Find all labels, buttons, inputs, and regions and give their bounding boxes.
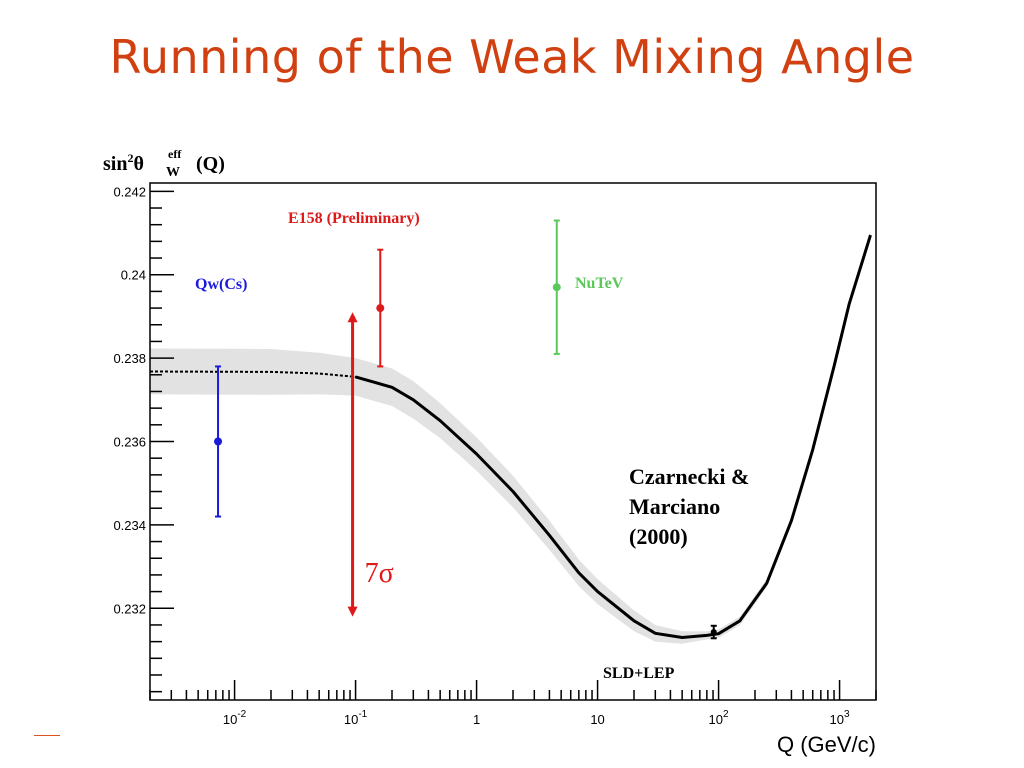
series-label-e158-preliminary: E158 (Preliminary) bbox=[288, 210, 420, 227]
y-tick-label: 0.24 bbox=[121, 268, 146, 283]
sigma-arrow-head-bottom bbox=[347, 606, 358, 617]
data-point-sld-lep bbox=[710, 629, 717, 636]
y-tick-label: 0.234 bbox=[113, 518, 146, 533]
y-axis-title: sin2θ bbox=[103, 151, 144, 175]
theory-uncertainty-band bbox=[150, 230, 871, 644]
x-tick-label: 1 bbox=[473, 712, 480, 727]
x-tick-label: 10-2 bbox=[223, 709, 247, 727]
plot-frame bbox=[149, 182, 877, 701]
data-point-nutev bbox=[552, 283, 561, 292]
y-tick-label: 0.236 bbox=[113, 435, 146, 450]
sigma-arrow-head-top bbox=[347, 312, 358, 323]
theory-curve bbox=[355, 234, 872, 639]
theory-label-line: (2000) bbox=[629, 524, 688, 549]
y-axis-title-superscript: eff bbox=[168, 147, 182, 161]
x-tick-label: 10-1 bbox=[344, 709, 368, 727]
y-tick-label: 0.238 bbox=[113, 351, 146, 366]
data-point-qw-cs bbox=[214, 437, 223, 446]
x-axis-title: Q (GeV/c) bbox=[777, 732, 876, 757]
series-label-qw-cs: Qw(Cs) bbox=[195, 276, 247, 293]
footer-accent-line bbox=[34, 735, 60, 736]
sigma-annotation-label: 7σ bbox=[365, 558, 394, 589]
theory-label-line: Czarnecki & bbox=[629, 464, 749, 489]
series-label-nutev: NuTeV bbox=[575, 275, 624, 292]
data-point-e158-preliminary bbox=[376, 304, 385, 313]
series-label-sld-lep: SLD+LEP bbox=[603, 665, 675, 682]
y-axis-title-tail: (Q) bbox=[196, 153, 225, 175]
y-tick-label: 0.242 bbox=[113, 184, 146, 199]
theory-label-line: Marciano bbox=[629, 494, 720, 519]
x-tick-label: 10 bbox=[590, 712, 604, 727]
x-tick-label: 103 bbox=[830, 709, 850, 727]
y-axis-title-subscript: W bbox=[166, 165, 180, 180]
theory-curve-low-q bbox=[149, 370, 356, 378]
slide-title: Running of the Weak Mixing Angle bbox=[109, 30, 915, 84]
y-tick-label: 0.232 bbox=[113, 601, 146, 616]
x-tick-label: 102 bbox=[709, 709, 729, 727]
